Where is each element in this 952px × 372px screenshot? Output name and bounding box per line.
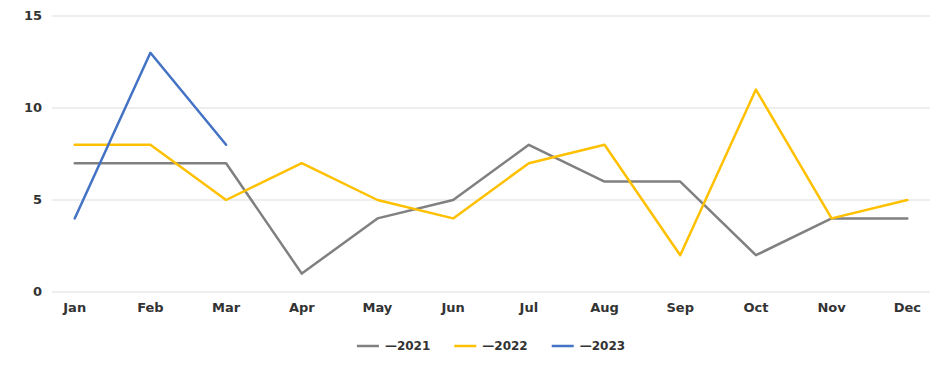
grid-line	[52, 292, 930, 293]
y-axis: 0 5 10 15	[24, 8, 42, 299]
x-tick-label: Mar	[212, 300, 241, 315]
legend-item: —2021	[357, 339, 430, 353]
y-tick-label: 0	[33, 284, 42, 299]
y-grid	[52, 16, 930, 292]
x-tick-label: Nov	[817, 300, 846, 315]
y-tick-label: 15	[24, 8, 42, 23]
x-tick-label: May	[363, 300, 393, 315]
legend-label: —2023	[580, 339, 625, 353]
x-tick-label: Aug	[590, 300, 619, 315]
x-tick-label: Jul	[519, 300, 539, 315]
x-tick-label: Oct	[743, 300, 768, 315]
grid-line	[52, 108, 930, 109]
chart-container: 0 5 10 15 Jan Feb Mar Apr May Jun Jul Aug Sep Oct Nov D…	[0, 0, 952, 372]
legend-item: —2023	[552, 339, 625, 353]
grid-line	[52, 200, 930, 201]
x-tick-label: Feb	[137, 300, 163, 315]
x-tick-label: Apr	[289, 300, 315, 315]
chart: 0 5 10 15 Jan Feb Mar Apr May Jun Jul Aug Sep Oct Nov D…	[0, 0, 952, 372]
y-tick-label: 5	[33, 192, 42, 207]
series-line	[75, 145, 908, 274]
grid-line	[52, 16, 930, 17]
legend: —2021 —2022 —2023	[357, 339, 625, 353]
legend-swatch	[552, 345, 574, 348]
legend-swatch	[454, 345, 476, 348]
x-tick-label: Jun	[440, 300, 464, 315]
series-line	[75, 53, 226, 219]
y-tick-label: 10	[24, 100, 42, 115]
x-axis: Jan Feb Mar Apr May Jun Jul Aug Sep Oct Nov Dec	[62, 300, 921, 315]
legend-label: —2022	[482, 339, 527, 353]
legend-label: —2021	[385, 339, 430, 353]
x-tick-label: Sep	[666, 300, 694, 315]
legend-item: —2022	[454, 339, 527, 353]
x-tick-label: Jan	[62, 300, 86, 315]
plot-area	[75, 53, 908, 274]
x-tick-label: Dec	[894, 300, 921, 315]
legend-swatch	[357, 345, 379, 348]
